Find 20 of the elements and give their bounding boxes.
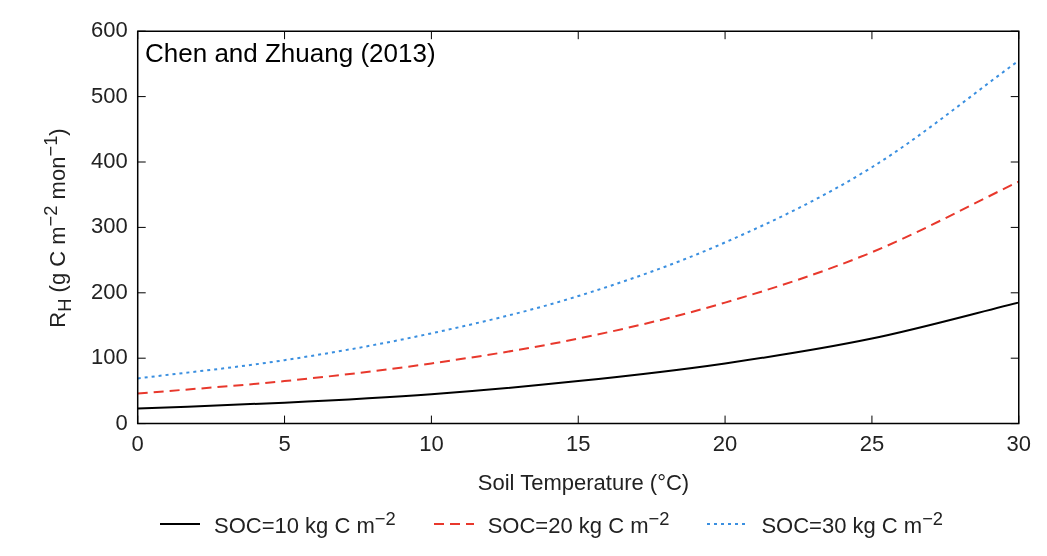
y-tick-label: 400 xyxy=(90,148,128,174)
y-tick-label: 600 xyxy=(90,17,128,43)
line-series xyxy=(137,180,1019,395)
y-tick-label: 100 xyxy=(90,344,128,370)
x-tick-label: 10 xyxy=(419,430,444,456)
x-axis-title: Soil Temperature (°C) xyxy=(476,470,691,496)
y-tick-label: 0 xyxy=(115,409,128,435)
x-tick-label: 0 xyxy=(131,430,144,456)
annotation: Chen and Zhuang (2013) xyxy=(145,38,436,69)
legend-label: SOC=30 kg C m$^{−2}$ xyxy=(761,508,944,540)
x-tick-label: 25 xyxy=(859,430,885,456)
x-tick-label: 20 xyxy=(712,430,738,456)
legend-label: SOC=10 kg C m$^{−2}$ xyxy=(214,508,396,540)
y-tick-label: 500 xyxy=(90,82,128,108)
x-tick-label: 5 xyxy=(278,430,291,456)
x-tick-label: 15 xyxy=(565,430,591,456)
x-tick-label: 30 xyxy=(1006,430,1032,456)
legend-label: SOC=20 kg C m$^{−2}$ xyxy=(487,508,670,540)
y-tick-label: 300 xyxy=(90,213,128,239)
y-tick-label: 200 xyxy=(90,278,128,304)
